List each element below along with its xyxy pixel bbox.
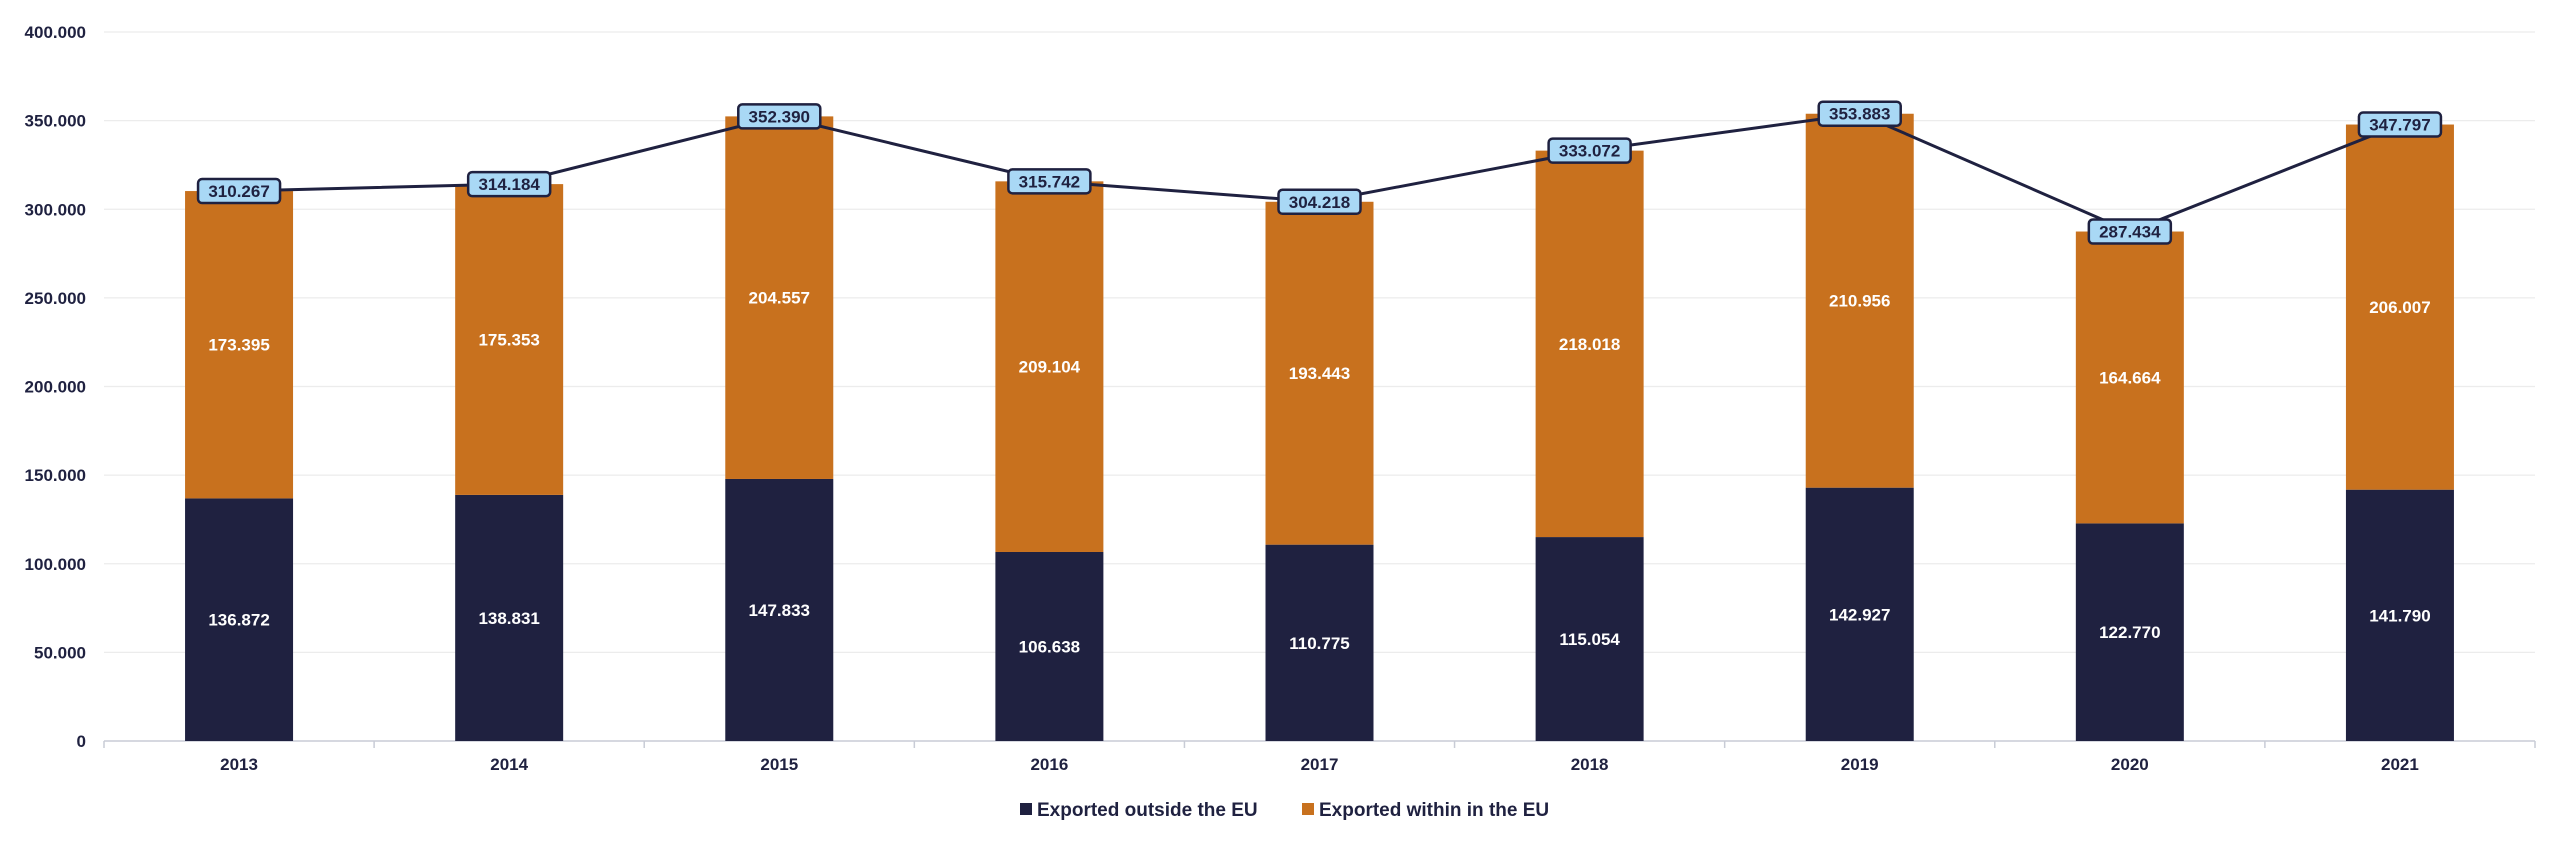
bar-outside-eu: [995, 551, 1104, 741]
bar-outside-eu: [2345, 489, 2454, 741]
legend-label-within-eu: Exported within in the EU: [1319, 800, 1549, 821]
bar-label-within-eu: 164.664: [2099, 368, 2161, 387]
total-line-layer: 310.267 314.184 352.390 315.742 304.218 333.0…: [196, 100, 2443, 245]
bar-label-outside-eu: 147.833: [749, 601, 810, 620]
total-label-box: [1277, 188, 1362, 216]
bar-outside-eu: [185, 498, 294, 741]
bar-label-outside-eu: 106.638: [1019, 637, 1080, 656]
y-tick-label: 50.000: [34, 643, 86, 662]
bar-label-within-eu: 193.443: [1289, 364, 1350, 383]
bar-within-eu: [1535, 150, 1644, 538]
bar-outside-eu: [1805, 487, 1914, 741]
bar-label-outside-eu: 142.927: [1829, 605, 1890, 624]
bar-label-within-eu: 206.007: [2369, 298, 2430, 317]
y-tick-label: 200.000: [25, 378, 86, 397]
bar-label-outside-eu: 138.831: [478, 609, 539, 628]
total-label: 304.218: [1289, 193, 1350, 212]
total-label: 287.434: [2099, 223, 2161, 242]
x-tick-label: 2020: [2111, 755, 2149, 774]
bar-label-within-eu: 204.557: [749, 289, 810, 308]
bar-label-within-eu: 218.018: [1559, 335, 1620, 354]
total-label: 333.072: [1559, 142, 1620, 161]
x-tick-label: 2014: [490, 755, 528, 774]
total-label-box: [737, 103, 822, 130]
x-tick-label: 2017: [1301, 755, 1339, 774]
y-tick-label: 350.000: [25, 112, 86, 131]
y-tick-label: 100.000: [25, 555, 86, 574]
bar-within-eu: [1265, 201, 1374, 545]
total-label-box: [196, 177, 282, 205]
total-label: 310.267: [208, 182, 269, 201]
y-tick-label: 0: [77, 732, 86, 751]
x-tick-label: 2016: [1030, 755, 1068, 774]
bar-label-outside-eu: 136.872: [208, 611, 269, 630]
total-label-box: [1817, 100, 1902, 127]
y-tick-label: 150.000: [25, 466, 86, 485]
x-tick-label: 2021: [2381, 755, 2419, 774]
bar-layer: 136.872 173.395 138.831 175.353 147.833 204.5…: [185, 113, 2454, 741]
bar-outside-eu: [2075, 523, 2184, 741]
bar-label-outside-eu: 141.790: [2369, 606, 2430, 625]
total-label-box: [2357, 111, 2443, 138]
x-tick-label: 2015: [760, 755, 798, 774]
bar-within-eu: [725, 116, 834, 479]
total-label: 314.184: [478, 175, 540, 194]
total-label-box: [1547, 137, 1632, 164]
x-tick-label: 2019: [1841, 755, 1879, 774]
bar-outside-eu: [1535, 537, 1644, 741]
legend-swatch-outside-eu: [1020, 803, 1032, 815]
bar-label-outside-eu: 122.770: [2099, 623, 2160, 642]
legend-label-outside-eu: Exported outside the EU: [1037, 800, 1258, 821]
total-label-box: [2087, 218, 2173, 245]
bar-label-outside-eu: 110.775: [1289, 634, 1350, 653]
y-tick-label: 300.000: [25, 200, 86, 219]
total-label: 347.797: [2369, 116, 2430, 135]
bar-label-within-eu: 210.956: [1829, 292, 1890, 311]
bar-outside-eu: [455, 494, 564, 741]
total-label: 352.390: [749, 107, 810, 126]
bar-label-within-eu: 173.395: [208, 336, 269, 355]
bar-within-eu: [2075, 231, 2184, 524]
bar-within-eu: [185, 191, 294, 499]
bar-outside-eu: [725, 478, 834, 741]
bar-within-eu: [455, 184, 564, 495]
total-label: 315.742: [1019, 172, 1080, 191]
x-tick-label: 2018: [1571, 755, 1609, 774]
bar-label-within-eu: 175.353: [478, 331, 539, 350]
total-label-box: [466, 170, 552, 198]
total-label-box: [1007, 168, 1092, 195]
x-tick-label: 2013: [220, 755, 258, 774]
total-label: 353.883: [1829, 105, 1890, 124]
legend-swatch-within-eu: [1302, 803, 1314, 815]
y-tick-label: 250.000: [25, 289, 86, 308]
bar-outside-eu: [1265, 544, 1374, 741]
bar-label-within-eu: 209.104: [1019, 358, 1081, 377]
bar-label-outside-eu: 115.054: [1559, 630, 1620, 649]
bar-within-eu: [995, 181, 1104, 552]
bar-within-eu: [2345, 124, 2454, 490]
legend: Exported outside the EU Exported within i…: [1020, 800, 1549, 821]
bar-within-eu: [1805, 113, 1914, 488]
y-tick-label: 400.000: [25, 23, 86, 42]
